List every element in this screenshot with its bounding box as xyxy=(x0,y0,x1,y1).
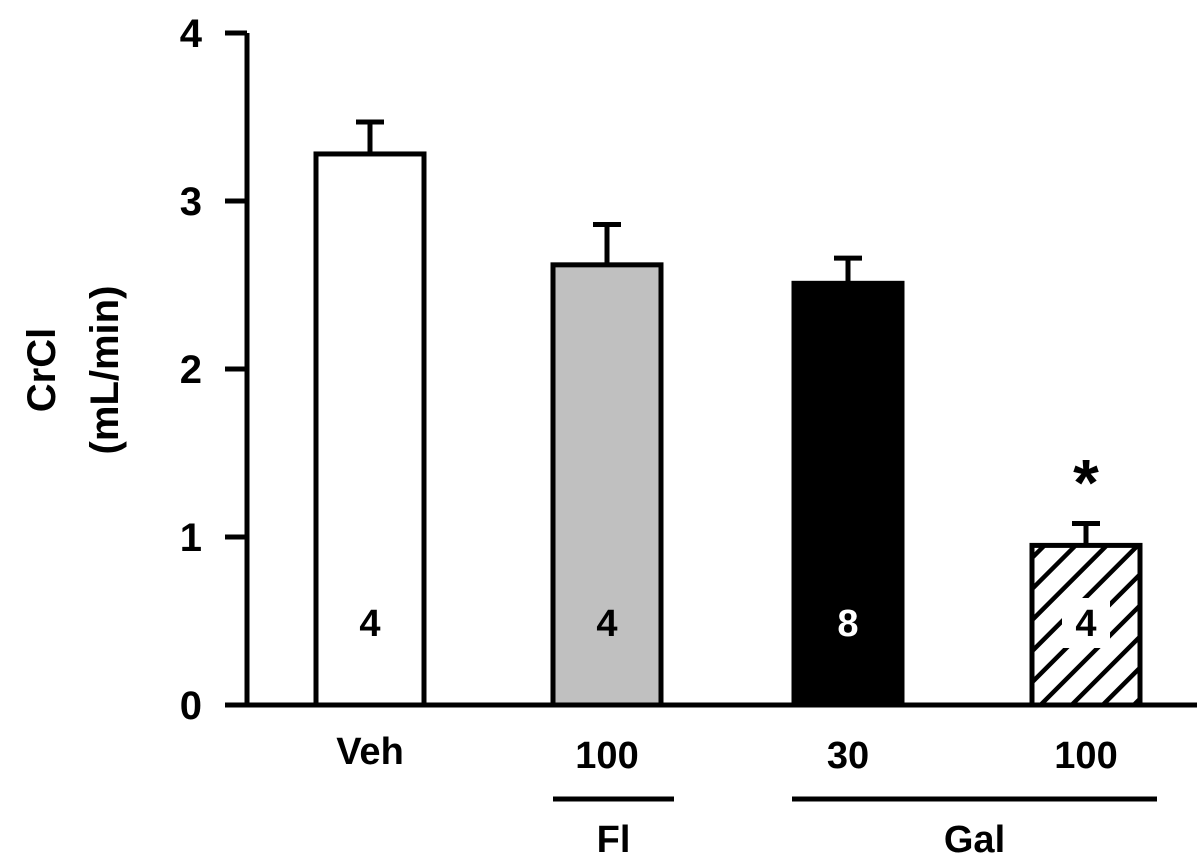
n-label: 4 xyxy=(359,603,380,645)
category-label: 100 xyxy=(575,735,638,777)
significance-marker: * xyxy=(1073,446,1099,520)
y-axis-title-line1: CrCl xyxy=(20,328,64,412)
y-tick-label: 3 xyxy=(180,180,202,224)
category-label: 100 xyxy=(1054,735,1117,777)
y-tick-label: 2 xyxy=(180,348,202,392)
y-axis-title-line2: (mL/min) xyxy=(83,286,127,455)
y-tick-label: 1 xyxy=(180,516,202,560)
y-axis-title: CrCl (mL/min) xyxy=(20,286,127,455)
n-label: 8 xyxy=(837,603,858,645)
bars: 4 4 8 4 * xyxy=(316,122,1140,705)
group-label: Gal xyxy=(944,819,1005,857)
group-label: Fl xyxy=(597,819,631,857)
category-labels: Veh 100 30 100 xyxy=(336,731,1118,777)
y-tick-label: 0 xyxy=(180,684,202,728)
category-label: 30 xyxy=(827,735,869,777)
group-labels: Fl Gal xyxy=(553,799,1157,857)
n-label: 4 xyxy=(1075,603,1096,645)
y-ticks: 0 1 2 3 4 xyxy=(180,12,247,728)
n-label: 4 xyxy=(596,603,617,645)
category-label: Veh xyxy=(336,731,404,773)
y-tick-label: 4 xyxy=(180,12,203,56)
